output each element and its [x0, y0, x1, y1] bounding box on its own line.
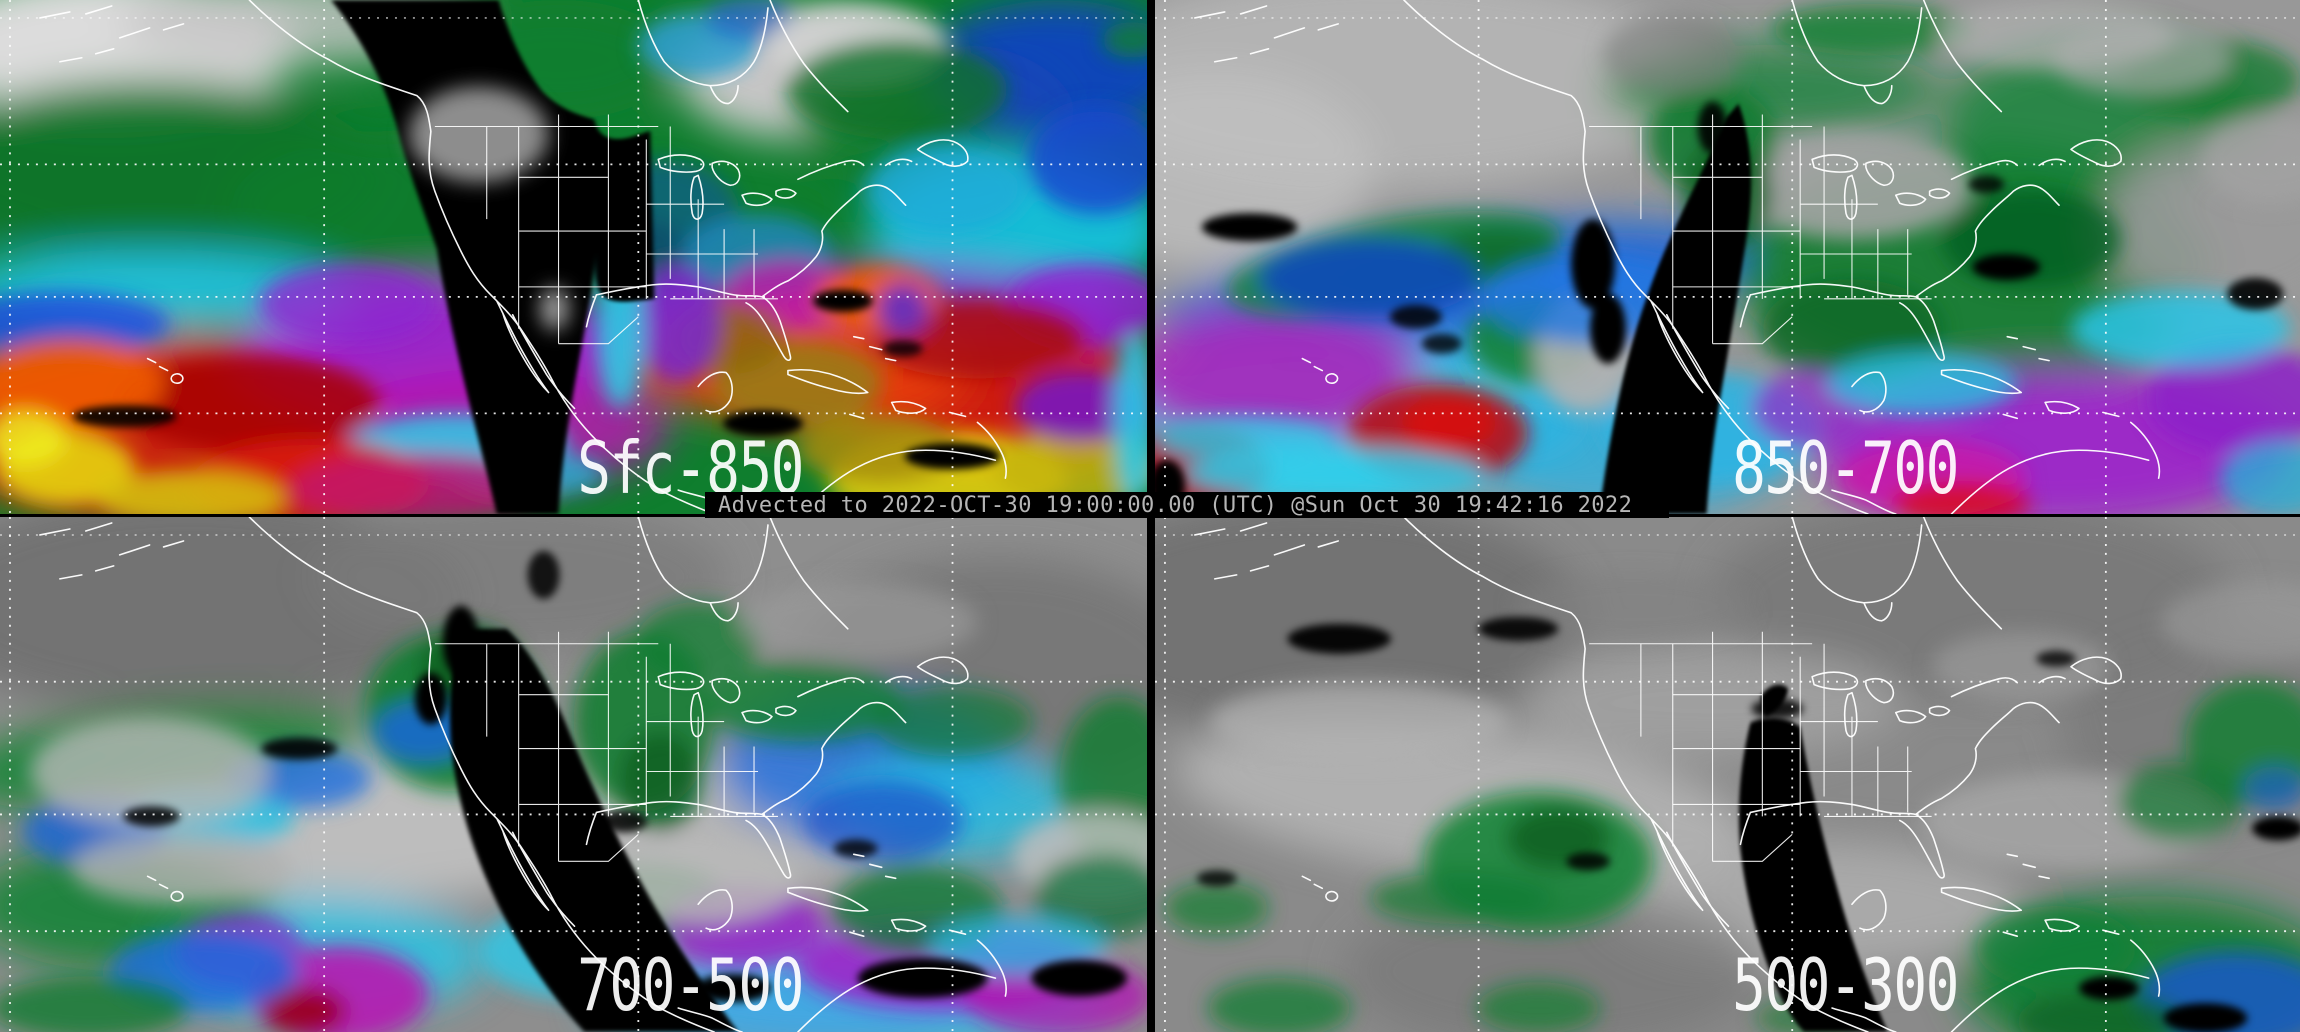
panel-500-300: 500-300 — [1155, 517, 2300, 1032]
panel-label-700-500: 700-500 — [577, 943, 804, 1027]
moisture-field-700-500 — [0, 517, 1147, 1032]
moisture-field-sfc-850 — [0, 0, 1147, 514]
panel-sfc-850: Sfc-850 — [0, 0, 1147, 514]
panel-label-500-300: 500-300 — [1732, 943, 1959, 1027]
moisture-field-500-300 — [1155, 517, 2300, 1032]
timestamp-bar: Advected to 2022-OCT-30 19:00:00.00 (UTC… — [705, 492, 1669, 518]
panel-700-500: 700-500 — [0, 517, 1147, 1032]
over-shadow-clouds — [408, 86, 569, 331]
moisture-field-850-700 — [1155, 0, 2300, 514]
field-medium-blobs — [1155, 0, 2300, 514]
panel-850-700: 850-700 — [1155, 0, 2300, 514]
panel-label-850-700: 850-700 — [1732, 426, 1959, 510]
field-specks — [123, 550, 1128, 1003]
field-specks — [1196, 616, 2300, 1032]
timestamp-text: Advected to 2022-OCT-30 19:00:00.00 (UTC… — [718, 492, 1633, 518]
field-specks — [1155, 101, 2284, 512]
